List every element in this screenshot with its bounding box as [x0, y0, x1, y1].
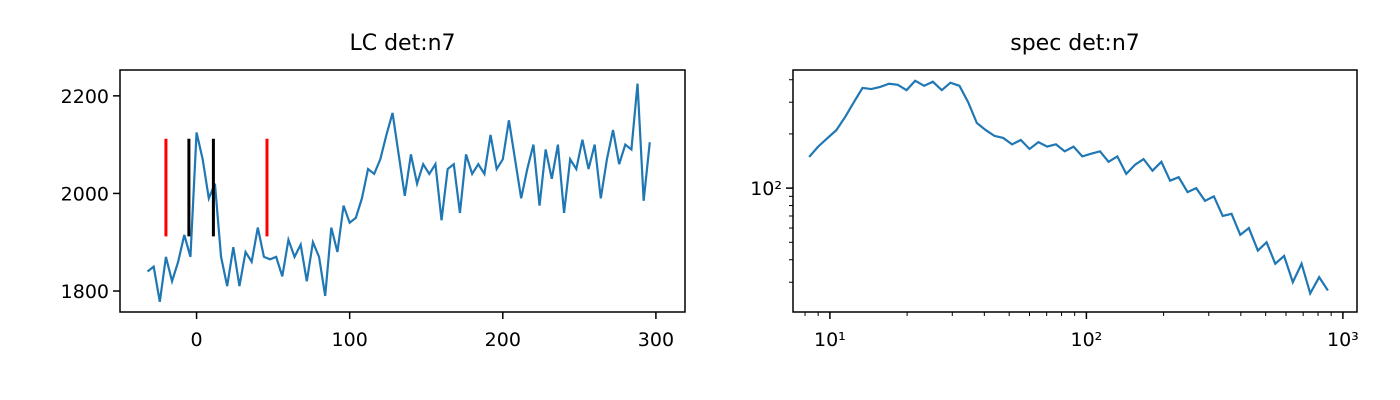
x-tick-label: 10¹ [814, 329, 846, 351]
x-tick-label: 300 [638, 329, 674, 351]
y-tick-label: 10² [750, 178, 782, 200]
x-tick-label: 10² [1071, 329, 1103, 351]
x-tick-label: 200 [485, 329, 521, 351]
y-tick-label: 1800 [61, 281, 109, 303]
chart-title: spec det:n7 [1010, 31, 1140, 56]
x-tick-label: 10³ [1327, 329, 1359, 351]
x-tick-label: 100 [332, 329, 368, 351]
data-line [808, 79, 1329, 297]
chart-title: LC det:n7 [349, 31, 455, 56]
plot-frame [792, 69, 1358, 313]
x-tick-label: 0 [191, 329, 203, 351]
y-tick-label: 2200 [61, 86, 109, 108]
data-line [146, 83, 651, 302]
y-tick-label: 2000 [61, 183, 109, 205]
plot-frame [119, 69, 686, 313]
